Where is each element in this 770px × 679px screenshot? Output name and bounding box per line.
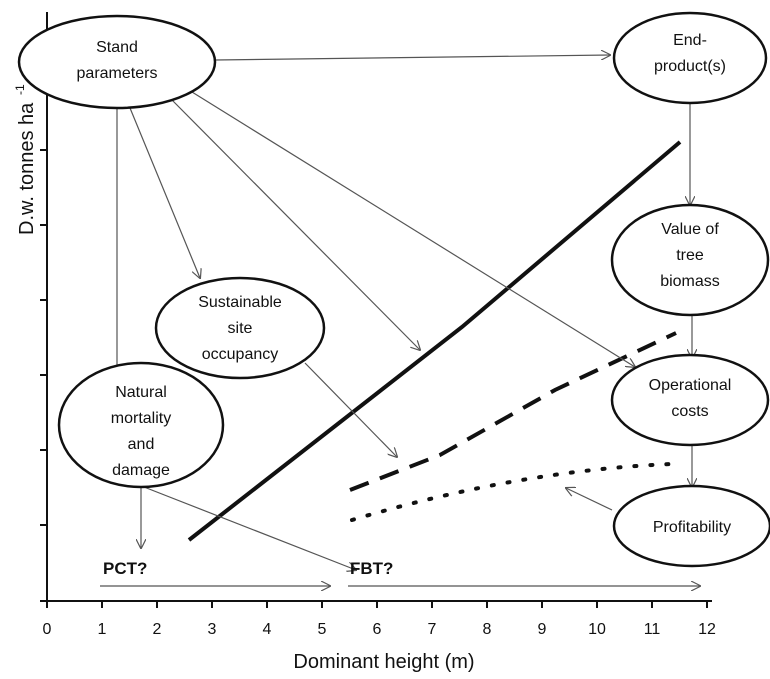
- x-tick-label-6: 6: [373, 621, 382, 638]
- x-tick-label-1: 1: [98, 621, 107, 638]
- x-axis-label: Dominant height (m): [293, 651, 474, 673]
- svg-text:tree: tree: [676, 247, 704, 264]
- node-end-products: End- product(s): [612, 11, 768, 105]
- node-stand-parameters: Stand parameters: [17, 14, 217, 110]
- node-operational-costs: Operational costs: [610, 353, 770, 447]
- trend-lines: [187, 140, 682, 542]
- arrow-profitability-to-dotted: [566, 488, 613, 511]
- pct-label: PCT?: [103, 559, 147, 578]
- connector-arrows: [100, 55, 700, 586]
- x-tick-label-7: 7: [428, 621, 437, 638]
- svg-text:Natural: Natural: [115, 384, 167, 401]
- arrow-stand-to-operational: [191, 91, 635, 367]
- arrow-sustainable-to-dashed: [304, 362, 397, 457]
- x-tick-label-10: 10: [588, 621, 606, 638]
- svg-text:costs: costs: [671, 403, 708, 420]
- solid-trend-line: [187, 140, 682, 542]
- svg-text:site: site: [228, 320, 253, 337]
- x-tick-label-8: 8: [483, 621, 492, 638]
- x-tick-label-12: 12: [698, 621, 716, 638]
- x-tick-label-9: 9: [538, 621, 547, 638]
- svg-text:and: and: [128, 436, 155, 453]
- node-profitability: Profitability: [612, 484, 770, 568]
- arrow-stand-to-end: [214, 55, 610, 61]
- x-tick-label-3: 3: [208, 621, 217, 638]
- arrow-stand-to-sustainable: [129, 107, 200, 278]
- svg-text:damage: damage: [112, 462, 170, 479]
- x-tick-label-11: 11: [644, 621, 661, 638]
- x-tick-label-0: 0: [43, 621, 52, 638]
- svg-text:End-: End-: [673, 32, 707, 49]
- svg-text:Sustainable: Sustainable: [198, 294, 282, 311]
- svg-text:parameters: parameters: [77, 65, 158, 82]
- svg-text:biomass: biomass: [660, 273, 720, 290]
- y-axis-label-superscript: -1: [13, 84, 27, 95]
- axes: 0 1 2 3 4 5 6 7 8 9 10 11 12 Dominant height (m) D.w…: [13, 12, 716, 673]
- node-value-of-tree-biomass: Value of tree biomass: [610, 203, 770, 317]
- svg-text:Stand: Stand: [96, 39, 138, 56]
- svg-text:mortality: mortality: [111, 410, 171, 427]
- y-axis-label: D.w. tonnes ha: [16, 102, 38, 235]
- arrow-natural-to-fbt: [143, 486, 356, 570]
- svg-text:Operational: Operational: [649, 377, 732, 394]
- svg-text:occupancy: occupancy: [202, 346, 279, 363]
- x-ticks: [46, 601, 708, 608]
- node-sustainable-site-occupancy: Sustainable site occupancy: [154, 276, 326, 380]
- x-tick-labels: 0 1 2 3 4 5 6 7 8 9 10 11 12: [43, 621, 716, 638]
- svg-text:Profitability: Profitability: [653, 519, 731, 536]
- node-natural-mortality-and-damage: Natural mortality and damage: [57, 361, 225, 489]
- x-tick-label-5: 5: [318, 621, 327, 638]
- dashed-trend-line: [349, 331, 677, 492]
- svg-text:Value of: Value of: [661, 221, 719, 238]
- fbt-label: FBT?: [350, 559, 393, 578]
- x-tick-label-2: 2: [153, 621, 162, 638]
- x-tick-label-4: 4: [263, 621, 272, 638]
- arrow-stand-to-solid: [171, 99, 420, 350]
- y-ticks: [40, 74, 47, 602]
- svg-text:product(s): product(s): [654, 58, 726, 75]
